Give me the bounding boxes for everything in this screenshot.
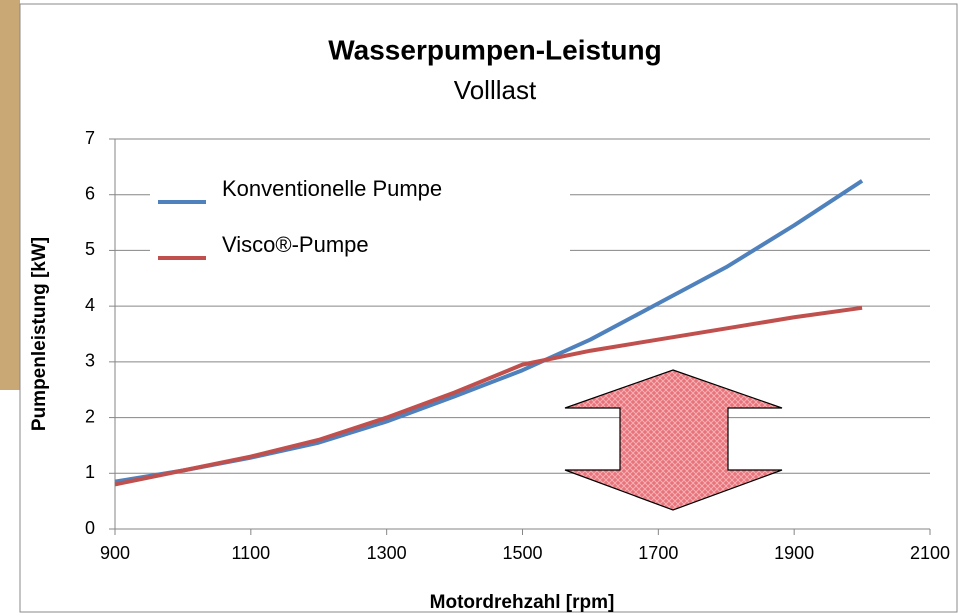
side-decoration xyxy=(0,0,20,390)
y-tick-label: 2 xyxy=(85,406,95,426)
x-tick-label: 1100 xyxy=(231,543,270,563)
chart-subtitle: Volllast xyxy=(454,75,537,105)
series-line xyxy=(114,305,863,487)
x-tick-label: 900 xyxy=(100,543,130,563)
legend-label: Visco®-Pumpe xyxy=(222,232,369,257)
x-axis-label: Motordrehzahl [rpm] xyxy=(430,592,615,613)
chart-title: Wasserpumpen-Leistung xyxy=(328,34,661,65)
legend-label: Konventionelle Pumpe xyxy=(222,176,442,201)
double-arrow xyxy=(564,369,783,511)
y-tick-label: 0 xyxy=(85,518,95,538)
legend-bg xyxy=(150,234,570,280)
chart-frame xyxy=(19,3,958,613)
y-tick-label: 6 xyxy=(85,183,95,203)
x-tick-label: 2100 xyxy=(910,543,950,563)
legend-bg xyxy=(150,178,570,224)
x-tick-label: 1300 xyxy=(367,543,407,563)
y-axis-label: Pumpenleistung [kW] xyxy=(29,237,50,431)
y-tick-label: 4 xyxy=(85,295,95,315)
y-tick-label: 1 xyxy=(85,462,95,482)
y-tick-label: 3 xyxy=(85,351,95,371)
x-tick-label: 1900 xyxy=(774,543,814,563)
y-tick-label: 5 xyxy=(85,239,95,259)
x-tick-label: 1700 xyxy=(638,543,678,563)
y-tick-label: 7 xyxy=(85,128,95,148)
x-tick-label: 1500 xyxy=(502,543,542,563)
